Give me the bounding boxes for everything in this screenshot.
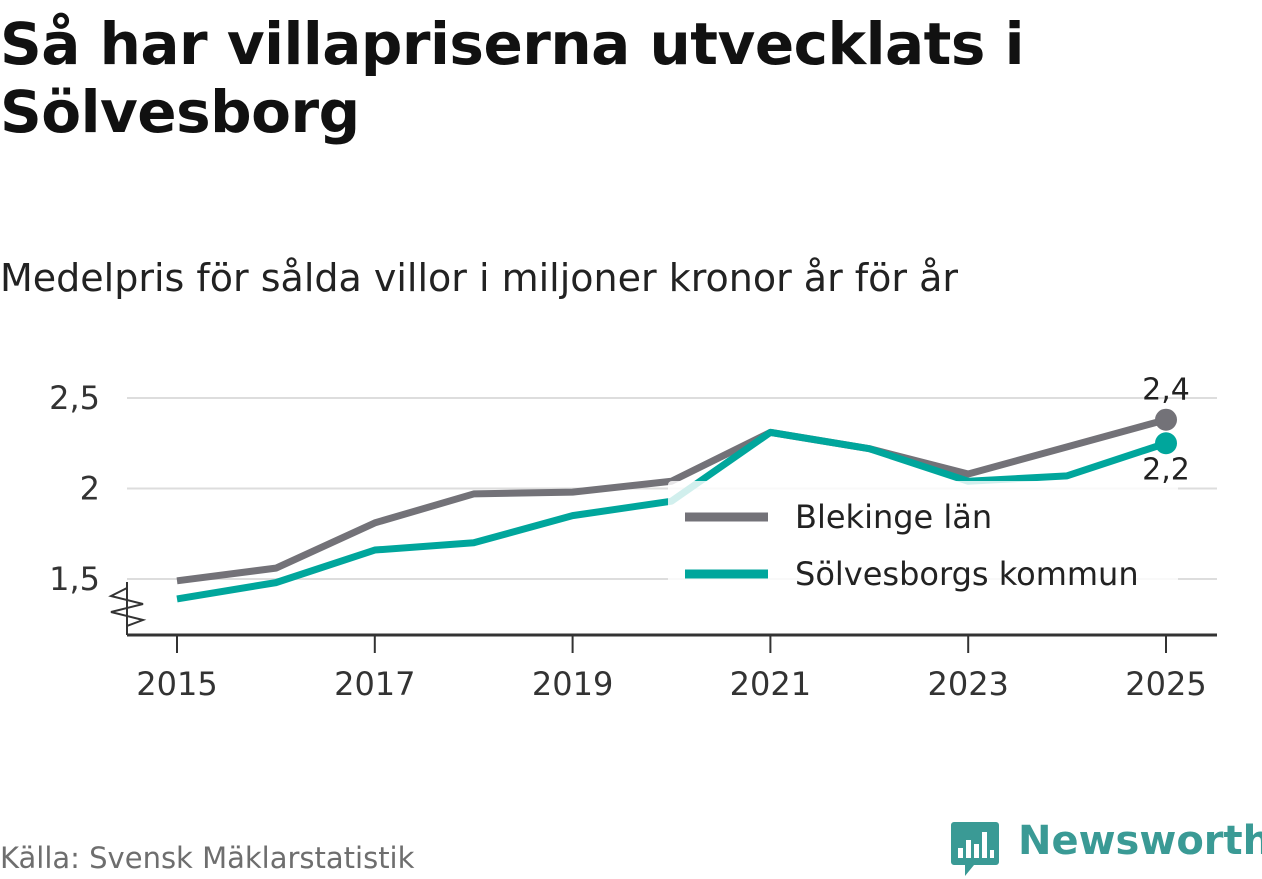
x-tick-label: 2015: [136, 665, 217, 703]
data-label: 2,4: [1142, 373, 1190, 408]
chart-subtitle: Medelpris för sålda villor i miljoner kr…: [0, 256, 959, 300]
y-tick-label: 1,5: [49, 560, 100, 598]
line-chart: 1,5 2 2,5 2015 2017 2019 2021 2023 2025 Blekinge…: [49, 373, 1217, 703]
x-tick-label: 2017: [334, 665, 415, 703]
legend: Blekinge län Sölvesborgs kommun: [668, 481, 1178, 599]
end-point-marker: [1155, 408, 1177, 431]
x-tick-label: 2019: [532, 665, 613, 703]
axis-break-icon: [108, 587, 147, 627]
legend-label: Sölvesborgs kommun: [795, 555, 1139, 593]
x-tick-label: 2025: [1125, 665, 1206, 703]
newsworthy-logo-icon: [951, 822, 999, 876]
legend-label: Blekinge län: [795, 498, 992, 536]
data-label: 2,2: [1142, 452, 1190, 487]
axis-layer: 1,5 2 2,5 2015 2017 2019 2021 2023 2025: [49, 379, 1217, 703]
end-point-marker: [1155, 432, 1177, 455]
source-note: Källa: Svensk Mäklarstatistik: [0, 841, 415, 875]
brand-name: Newsworthy: [1018, 818, 1262, 864]
chart-title: Så har villapriserna utvecklats i Sölves…: [0, 10, 1024, 146]
x-tick-label: 2021: [730, 665, 811, 703]
legend-background: [668, 481, 1178, 599]
x-tick-label: 2023: [927, 665, 1008, 703]
y-tick-label: 2: [80, 470, 100, 508]
label-layer: 2,4 2,2: [1142, 373, 1190, 488]
y-tick-label: 2,5: [49, 379, 100, 417]
